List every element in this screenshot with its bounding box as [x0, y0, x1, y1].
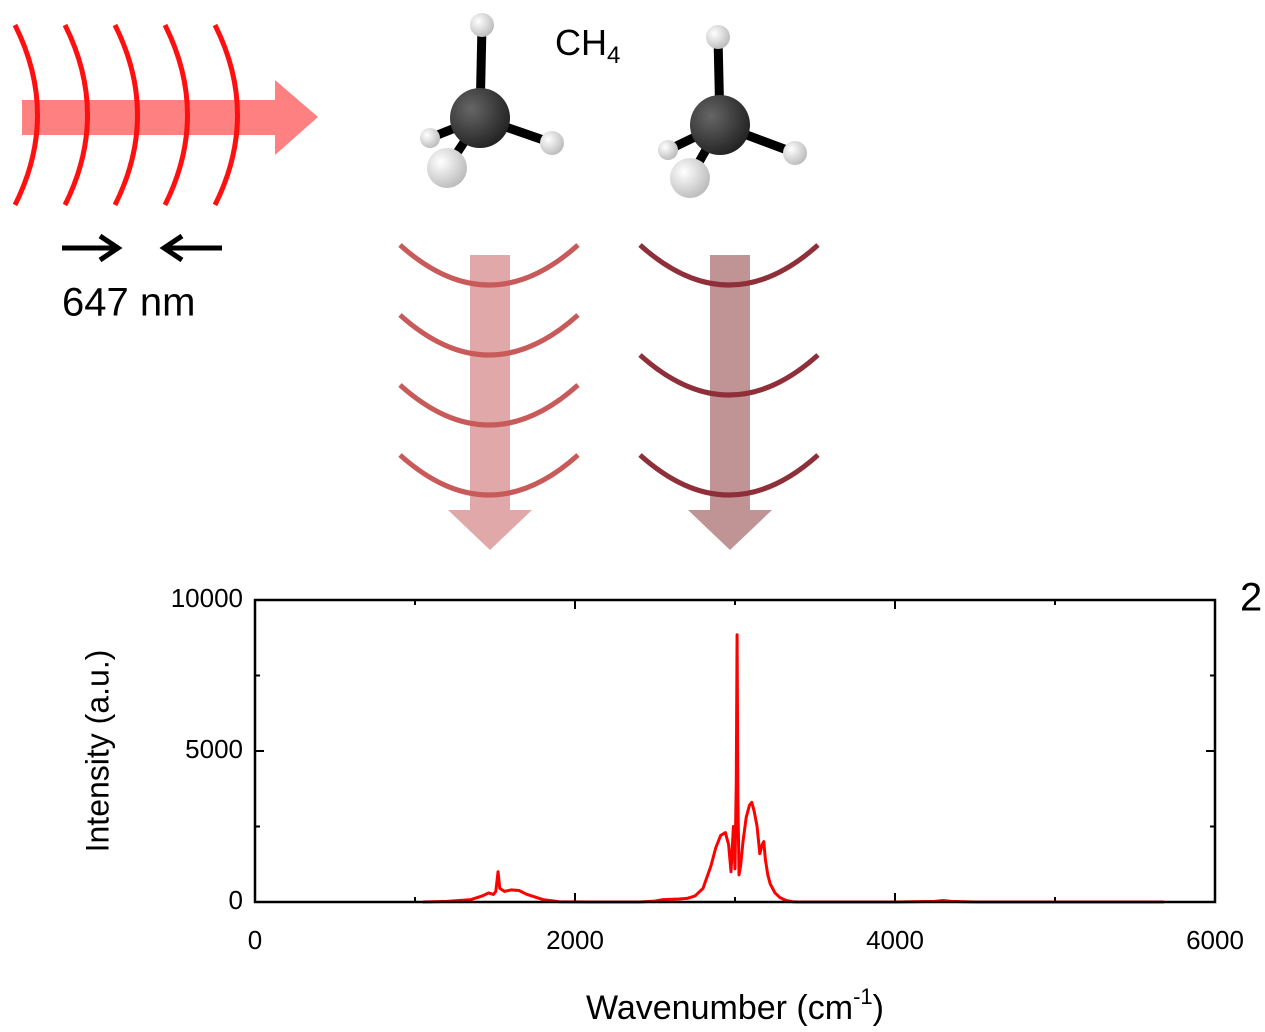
molecule-label: CH4 — [555, 22, 620, 70]
spectrum-line — [422, 633, 1164, 904]
y-tick-label: 5000 — [185, 734, 243, 764]
wavelength-label: 647 nm — [62, 281, 195, 325]
molecule — [420, 13, 564, 188]
y-tick-label: 10000 — [171, 583, 243, 613]
panel-label: 2 — [1240, 576, 1262, 620]
x-title-tail: ) — [873, 989, 884, 1027]
y-tick-label: 0 — [229, 885, 243, 915]
x-axis-title: Wavenumber (cm-1) — [586, 984, 884, 1027]
x-tick-label: 2000 — [546, 925, 604, 955]
y-axis-title: Intensity (a.u.) — [79, 650, 115, 853]
molecule — [658, 25, 807, 198]
x-tick-label: 4000 — [866, 925, 924, 955]
x-title-sup: -1 — [853, 984, 873, 1009]
plot-frame — [253, 598, 1217, 904]
molecule-subscript: 4 — [607, 42, 620, 69]
x-title-text: Wavenumber (cm — [586, 989, 853, 1027]
x-tick-label: 0 — [248, 925, 262, 955]
molecule-formula: CH — [555, 22, 607, 63]
scattered-beam — [638, 243, 820, 550]
scattered-beam — [398, 243, 580, 550]
incident-beam — [12, 23, 318, 263]
x-tick-label: 6000 — [1186, 925, 1244, 955]
chart: 0 2000 4000 6000 0 5000 10000 — [171, 583, 1244, 955]
